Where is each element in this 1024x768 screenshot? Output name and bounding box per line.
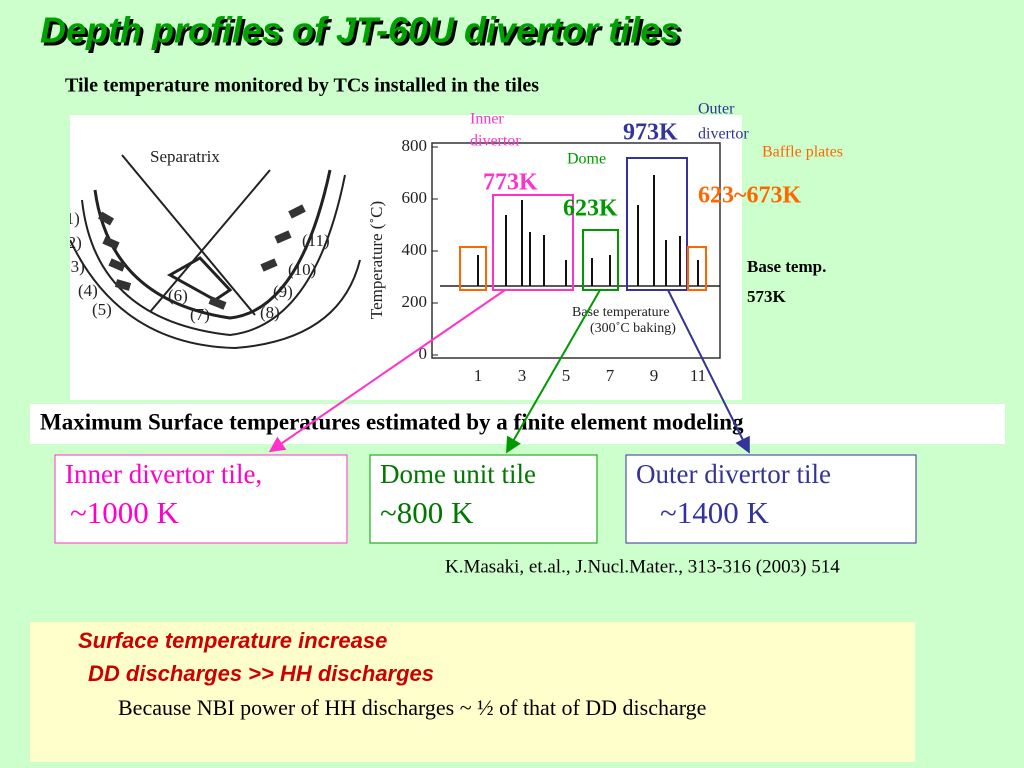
x-tick-label: 7 xyxy=(606,366,615,385)
tile-label: (2) xyxy=(62,233,82,252)
y-axis-label: Temperature (˚C) xyxy=(367,201,386,319)
tile-label: (6) xyxy=(168,286,188,305)
tile-label: (9) xyxy=(273,282,293,301)
tile-label: (7) xyxy=(190,305,210,324)
result-label: Outer divertor tile xyxy=(636,459,831,489)
summary-line: DD discharges >> HH discharges xyxy=(88,661,434,686)
tokamak-schematic xyxy=(70,154,361,350)
y-tick-label: 800 xyxy=(402,136,428,155)
result-box xyxy=(625,454,917,544)
x-tick-label: 1 xyxy=(474,366,483,385)
result-label: Inner divertor tile, xyxy=(65,459,262,489)
y-tick-label: 600 xyxy=(402,188,428,207)
outer-label: Outer xyxy=(698,101,735,118)
inner-label: divertor xyxy=(470,133,521,150)
outer-box xyxy=(626,157,688,291)
tile-label: (4) xyxy=(78,281,98,300)
title: Depth profiles of JT-60U divertor tiles xyxy=(40,10,680,51)
result-value: ~800 K xyxy=(380,495,474,530)
tile-label: (8) xyxy=(260,303,280,322)
y-tick-label: 0 xyxy=(419,344,428,363)
summary-box xyxy=(30,622,915,762)
tile-label: (1) xyxy=(60,209,80,228)
y-tick-label: 400 xyxy=(402,240,428,259)
inner-temp: 773K xyxy=(483,170,538,196)
x-tick-label: 5 xyxy=(562,366,571,385)
baffle-label: Baffle plates xyxy=(762,144,843,161)
y-ticks: 800 600 400 200 0 xyxy=(402,136,438,363)
subtitle: Tile temperature monitored by TCs instal… xyxy=(65,75,539,97)
x-tick-label: 3 xyxy=(518,366,527,385)
reference: K.Masaki, et.al., J.Nucl.Mater., 313-316… xyxy=(445,556,840,577)
result-box xyxy=(54,454,348,544)
base-temp: 573K xyxy=(747,287,787,306)
inner-box xyxy=(492,194,574,291)
temperature-spikes xyxy=(477,175,699,286)
base-temp: Base temp. xyxy=(747,257,826,276)
inner-label: Inner xyxy=(470,111,504,128)
arrow xyxy=(506,289,601,454)
result-value: ~1400 K xyxy=(660,495,770,530)
baffle-box xyxy=(687,246,707,291)
result-label: Dome unit tile xyxy=(380,459,536,489)
separatrix-label: Separatrix xyxy=(150,147,220,166)
x-ticks: 1 3 5 7 9 11 xyxy=(474,366,706,385)
dome-label: Dome xyxy=(567,151,606,168)
result-box xyxy=(369,454,598,544)
title-shadow: Depth profiles of JT-60U divertor tiles xyxy=(43,13,683,54)
summary-line: Surface temperature increase xyxy=(78,628,387,653)
baffle-temp: 623~673K xyxy=(698,183,801,209)
result-value: ~1000 K xyxy=(70,495,180,530)
arrow xyxy=(667,289,750,454)
figure-background xyxy=(70,115,742,400)
baffle-box xyxy=(459,246,487,291)
outer-label: divertor xyxy=(698,126,749,143)
dome-box xyxy=(582,229,619,291)
tile-label: (11) xyxy=(302,231,330,250)
banner: Maximum Surface temperatures estimated b… xyxy=(40,409,744,434)
y-tick-label: 200 xyxy=(402,292,428,311)
x-tick-label: 9 xyxy=(650,366,659,385)
tile-labels: (1) (2) (3) (4)(5) (6)(7) (8) (9) (10) (11) xyxy=(60,209,330,324)
tile-label: (10) xyxy=(288,260,316,279)
tile-label: (3) xyxy=(65,257,85,276)
arrow xyxy=(268,289,506,453)
outer-temp: 973K xyxy=(623,120,678,146)
base-note: Base temperature xyxy=(572,305,670,320)
dome-temp: 623K xyxy=(563,196,618,222)
base-note: (300˚C baking) xyxy=(590,321,676,336)
tile-label: (5) xyxy=(92,300,112,319)
summary-note: Because NBI power of HH discharges ~ ½ o… xyxy=(118,695,706,720)
x-tick-label: 11 xyxy=(690,366,706,385)
